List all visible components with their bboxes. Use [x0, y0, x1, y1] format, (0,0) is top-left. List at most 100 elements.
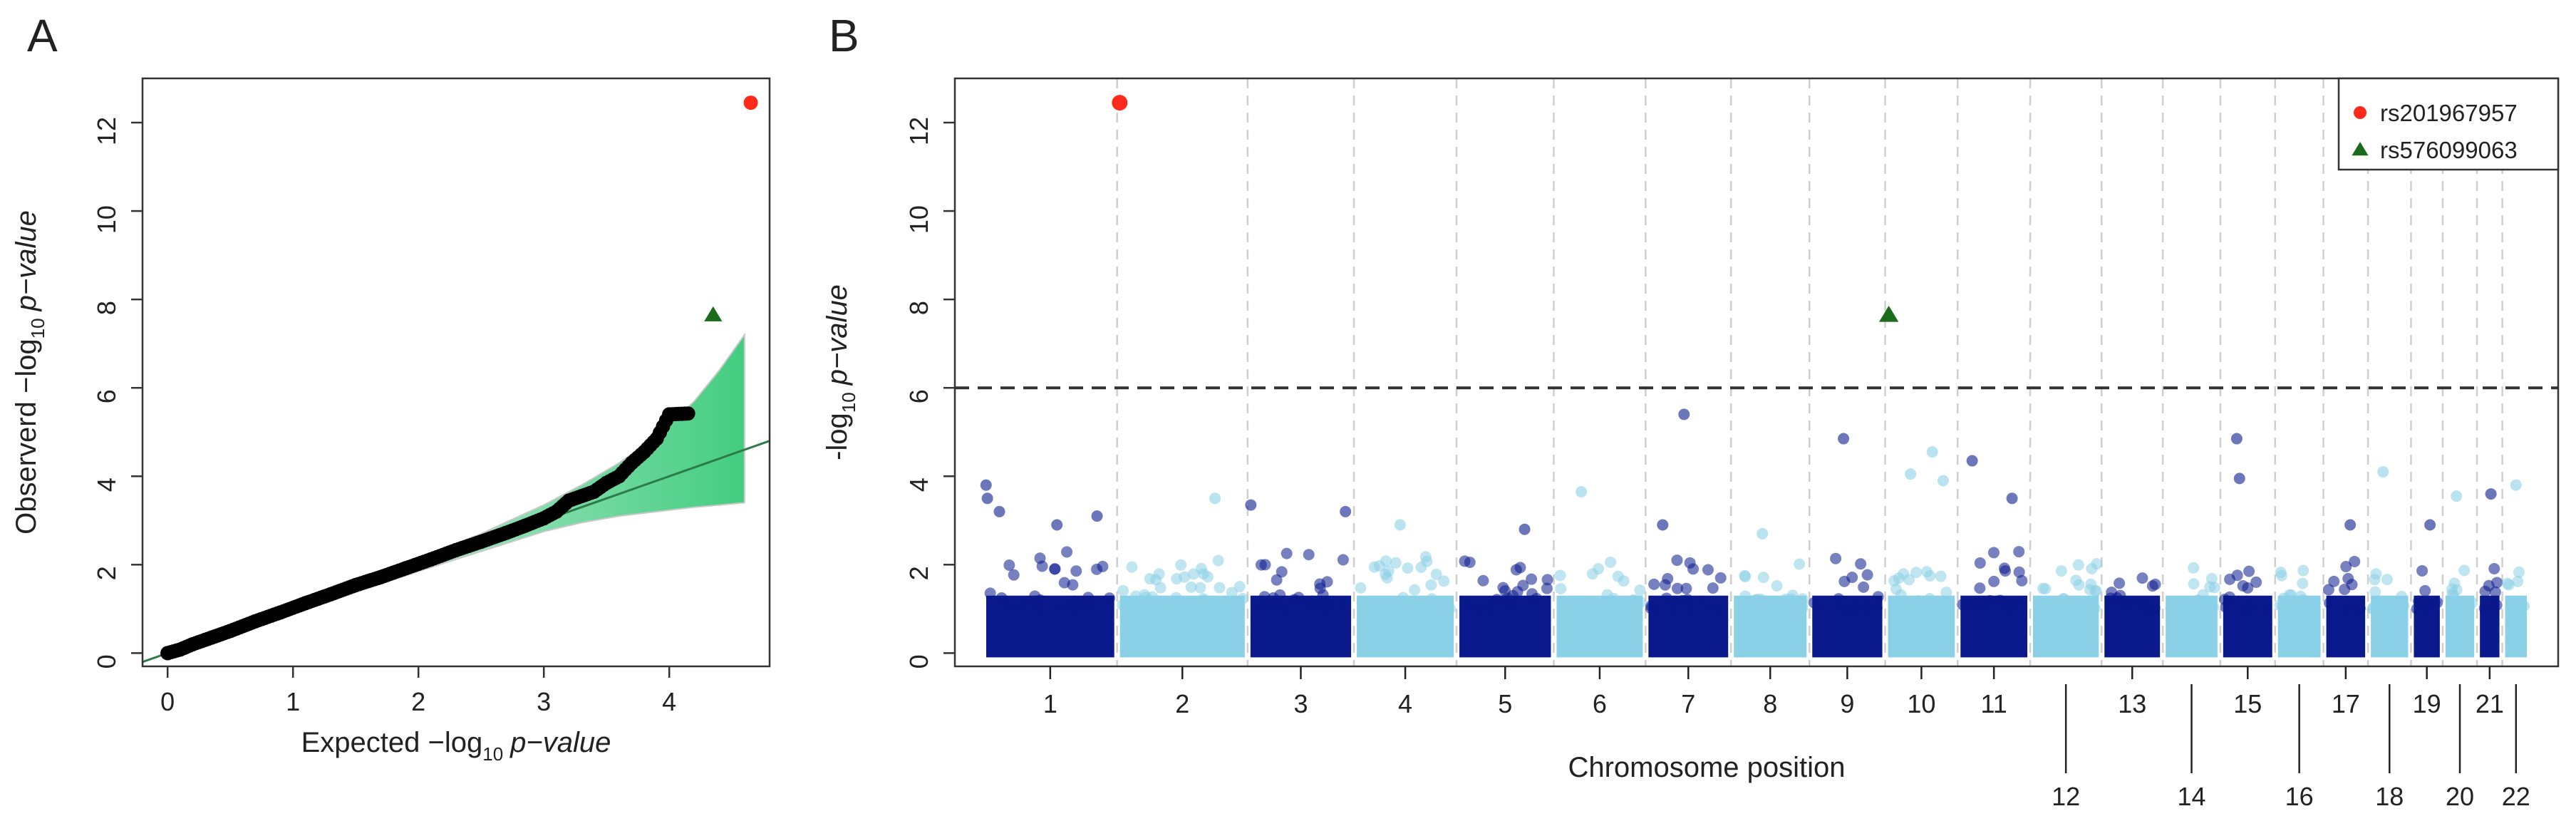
snp-point [2398, 599, 2410, 611]
snp-point [1702, 564, 1714, 576]
snp-point [1245, 499, 1257, 511]
snp-point [1212, 554, 1224, 567]
y-axis-title-prefix: -log [822, 413, 853, 460]
snp-point [1706, 601, 1718, 614]
y-axis-title-prefix: Observerd −log [11, 339, 42, 535]
snp-point [1198, 595, 1210, 607]
snp-point [1974, 557, 1986, 569]
snp-point [1984, 594, 1996, 606]
snp-point [1575, 600, 1587, 612]
snp-point [1672, 582, 1684, 594]
x-axis-title: Chromosome position [1568, 752, 1845, 783]
qq-point [324, 587, 338, 601]
chromosome-label: 17 [2332, 689, 2360, 718]
y-axis-title-sub: 10 [838, 392, 859, 413]
highlight-point-rs576099063 [704, 306, 723, 321]
snp-point [2037, 582, 2049, 594]
snp-point [1382, 565, 1395, 577]
y-axis-title-sub: 10 [27, 318, 48, 339]
chromosome-label: 4 [1398, 689, 1412, 718]
snp-point [1605, 556, 1617, 568]
x-axis-title: Expected −log10 p−value [301, 727, 611, 765]
snp-point [2297, 577, 2309, 589]
snp-point [2503, 579, 2515, 591]
snp-point [1497, 582, 1509, 594]
panel-a-frame [141, 77, 771, 668]
chromosome-label: 13 [2118, 689, 2146, 718]
qq-point [549, 504, 564, 519]
snp-point [2106, 587, 2118, 599]
snp-point [2220, 601, 2232, 613]
chromosome-label: 20 [2446, 782, 2474, 811]
snp-point [1924, 569, 1936, 582]
snp-point [1214, 582, 1226, 594]
snp-point [1233, 581, 1246, 593]
y-tick-label: 6 [92, 389, 121, 403]
snp-point [2478, 602, 2490, 614]
qq-point [637, 445, 651, 460]
snp-point [2136, 572, 2148, 584]
snp-point [2250, 576, 2262, 588]
snp-point [1337, 554, 1349, 566]
y-axis-title-suffix: p−value [11, 210, 42, 311]
snp-point [1255, 559, 1267, 571]
snp-point [1910, 567, 1923, 579]
chromosome-label: 19 [2413, 689, 2441, 718]
snp-point [1314, 582, 1326, 594]
y-tick-label: 12 [92, 117, 121, 145]
qq-plot-area [143, 332, 770, 663]
snp-point [2372, 599, 2384, 611]
snp-point [1459, 602, 1471, 614]
snp-point [1058, 577, 1070, 589]
y-tick-label: 2 [904, 566, 933, 580]
snp-point [2322, 584, 2334, 596]
snp-point [1526, 573, 1538, 585]
snp-point [1517, 579, 1529, 592]
highlight-point-rs201967957 [743, 95, 758, 110]
snp-point [2485, 488, 2497, 500]
chromosome-label: 2 [1175, 689, 1189, 718]
snp-point [1623, 602, 1635, 614]
snp-point [1796, 597, 1809, 609]
snp-point [2416, 564, 2428, 577]
snp-point [1920, 596, 1932, 608]
snp-point [1209, 492, 1221, 505]
snp-point [1159, 597, 1171, 609]
chromosome-label: 8 [1763, 689, 1777, 718]
snp-point [1402, 562, 1414, 574]
x-axis-title-sub: 10 [482, 743, 503, 765]
qq-point [681, 406, 695, 421]
snp-point [1861, 569, 1873, 581]
snp-point [1977, 602, 1989, 614]
chromosome-label: 14 [2178, 782, 2206, 811]
snp-point [1926, 446, 1938, 458]
chromosome-label: 15 [2233, 689, 2262, 718]
snp-point [1061, 546, 1073, 558]
snp-point [2051, 599, 2063, 611]
snp-point [1838, 433, 1850, 445]
snp-point [2369, 586, 2381, 598]
y-tick-label: 8 [92, 301, 121, 315]
chromosome-label: 16 [2285, 782, 2314, 811]
snp-point [1145, 599, 1157, 611]
snp-point [2431, 597, 2443, 609]
snp-point [1739, 571, 1752, 583]
snp-point [2200, 597, 2212, 609]
snp-point [1355, 582, 1367, 594]
qq-point [172, 642, 187, 657]
snp-point [2172, 603, 2184, 615]
snp-point [1034, 601, 1046, 613]
snp-point [1421, 555, 1433, 567]
snp-point [1091, 510, 1103, 522]
snp-point [1321, 603, 1333, 615]
qq-point [574, 489, 589, 504]
qq-point [517, 518, 532, 533]
qq-point [649, 431, 664, 446]
snp-point [2344, 519, 2357, 531]
chromosome-label: 22 [2502, 782, 2530, 811]
snp-point [2242, 582, 2254, 594]
qq-point [223, 624, 238, 639]
qq-point [624, 455, 639, 470]
snp-point [2188, 578, 2200, 590]
snp-point [2204, 581, 2216, 593]
